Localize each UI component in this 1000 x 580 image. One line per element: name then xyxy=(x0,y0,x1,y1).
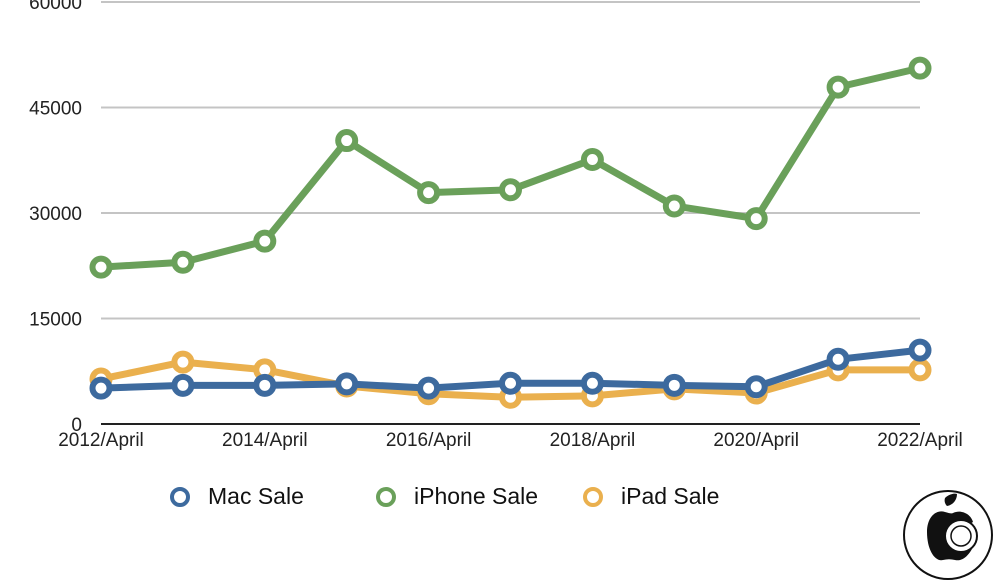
iphone-marker-icon xyxy=(376,486,396,507)
x-tick-label: 2020/April xyxy=(713,430,799,451)
data-point-marker xyxy=(580,371,604,395)
data-point-marker xyxy=(253,229,277,253)
data-point-marker xyxy=(499,178,522,202)
data-point-marker xyxy=(89,255,113,279)
data-point-marker xyxy=(499,371,522,395)
data-point-marker xyxy=(417,376,441,400)
x-tick-label: 2018/April xyxy=(550,430,636,451)
legend: Mac Sale iPhone Sale iPad Sale xyxy=(0,483,1000,515)
legend-item-mac: Mac Sale xyxy=(170,483,304,510)
y-tick-label: 45000 xyxy=(29,99,82,120)
y-tick-label: 60000 xyxy=(29,0,82,14)
data-point-marker xyxy=(662,373,686,397)
x-tick-label: 2012/April xyxy=(58,430,144,451)
series-lines xyxy=(89,56,932,409)
mac-marker-icon xyxy=(170,486,190,507)
legend-label-mac: Mac Sale xyxy=(208,483,304,509)
data-point-marker xyxy=(417,181,441,205)
series-mac-sale xyxy=(89,338,932,400)
x-tick-label: 2014/April xyxy=(222,430,308,451)
data-point-marker xyxy=(171,373,195,397)
data-point-marker xyxy=(744,375,768,399)
grid-lines xyxy=(101,1,920,320)
x-tick-label: 2022/April xyxy=(877,430,963,451)
line-chart: 0 15000 30000 45000 60000 2012/April 2014/Apr… xyxy=(29,0,963,451)
data-point-marker xyxy=(335,129,359,153)
data-point-marker xyxy=(335,372,359,396)
data-point-marker xyxy=(171,250,195,274)
y-axis-ticks: 0 15000 30000 45000 60000 xyxy=(29,0,82,436)
data-point-marker xyxy=(171,350,195,374)
data-point-marker xyxy=(826,347,850,371)
legend-label-iphone: iPhone Sale xyxy=(414,483,539,509)
data-point-marker xyxy=(908,338,932,362)
data-point-marker xyxy=(744,207,768,231)
data-point-marker xyxy=(908,358,932,382)
data-point-marker xyxy=(662,194,686,218)
y-tick-label: 15000 xyxy=(29,310,82,331)
apple-logo-icon xyxy=(903,490,993,580)
data-point-marker xyxy=(908,56,932,80)
ipad-marker-icon xyxy=(583,486,603,507)
data-point-marker xyxy=(580,148,604,172)
legend-label-ipad: iPad Sale xyxy=(621,483,720,509)
y-tick-label: 0 xyxy=(71,415,82,436)
x-axis-ticks: 2012/April 2014/April 2016/April 2018/April… xyxy=(58,430,963,451)
data-point-marker xyxy=(89,376,113,400)
legend-item-ipad: iPad Sale xyxy=(583,483,719,510)
data-point-marker xyxy=(253,373,277,397)
legend-item-iphone: iPhone Sale xyxy=(376,483,538,510)
series-iphone-sale xyxy=(89,56,932,279)
x-tick-label: 2016/April xyxy=(386,430,472,451)
y-tick-label: 30000 xyxy=(29,204,82,225)
data-point-marker xyxy=(826,75,850,99)
